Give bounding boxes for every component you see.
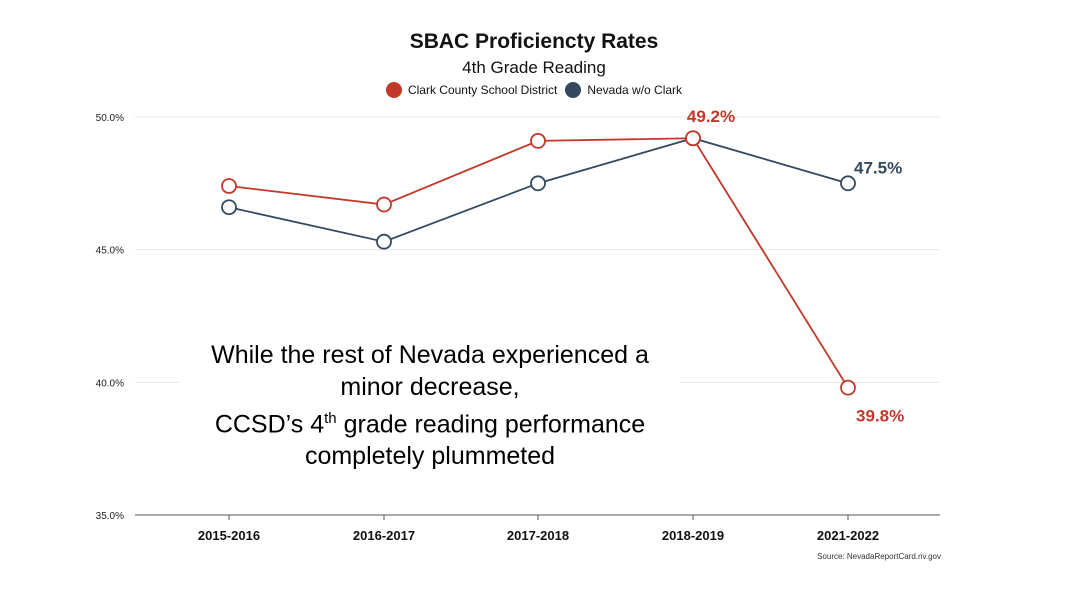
chart-title: SBAC Proficiencty Rates <box>409 30 659 53</box>
x-tick-label: 2015-2016 <box>198 528 260 543</box>
chart-subtitle: 4th Grade Reading <box>462 58 606 77</box>
data-point <box>840 175 856 192</box>
annotation-line4: completely plummeted <box>304 442 556 471</box>
x-tick-label: 2016-2017 <box>353 528 415 543</box>
y-tick-label: 40.0% <box>96 378 124 389</box>
data-point <box>530 132 546 149</box>
data-point <box>685 130 701 147</box>
y-tick-label: 35.0% <box>96 511 124 522</box>
y-tick-label: 50.0% <box>96 113 124 124</box>
data-point <box>530 175 546 192</box>
x-tick-label: 2018-2019 <box>662 528 724 543</box>
data-point <box>376 233 392 250</box>
annotation-line1: While the rest of Nevada experienced a <box>211 341 649 369</box>
legend-label-nevada: Nevada w/o Clark <box>587 83 683 97</box>
chart-annotation: While the rest of Nevada experienced a m… <box>180 337 680 475</box>
legend-label-ccsd: Clark County School District <box>407 83 558 97</box>
legend-swatch-ccsd <box>385 82 402 98</box>
legend-item-ccsd: Clark County School District <box>385 82 558 98</box>
x-tick-label: 2021-2022 <box>817 528 879 543</box>
annotation-line3-sup: th <box>324 410 337 427</box>
legend-swatch-nevada <box>565 82 582 98</box>
data-label: 49.2% <box>687 107 735 126</box>
data-point <box>840 379 856 396</box>
legend-item-nevada: Nevada w/o Clark <box>565 82 682 98</box>
x-tick-label: 2017-2018 <box>507 528 569 543</box>
data-point <box>376 196 392 213</box>
data-label: 47.5% <box>854 158 902 177</box>
annotation-line3-post: grade reading performance <box>336 410 646 439</box>
data-point <box>221 178 237 194</box>
annotation-line3-pre: CCSD’s 4 <box>214 410 325 439</box>
data-point <box>221 199 237 216</box>
annotation-line2: minor decrease, <box>340 373 520 401</box>
legend: Clark County School District Nevada w/o … <box>0 82 1068 98</box>
source-note: Source: NevadaReportCard.nv.gov <box>817 552 941 561</box>
y-tick-label: 45.0% <box>96 246 124 257</box>
data-label: 39.8% <box>856 407 904 426</box>
